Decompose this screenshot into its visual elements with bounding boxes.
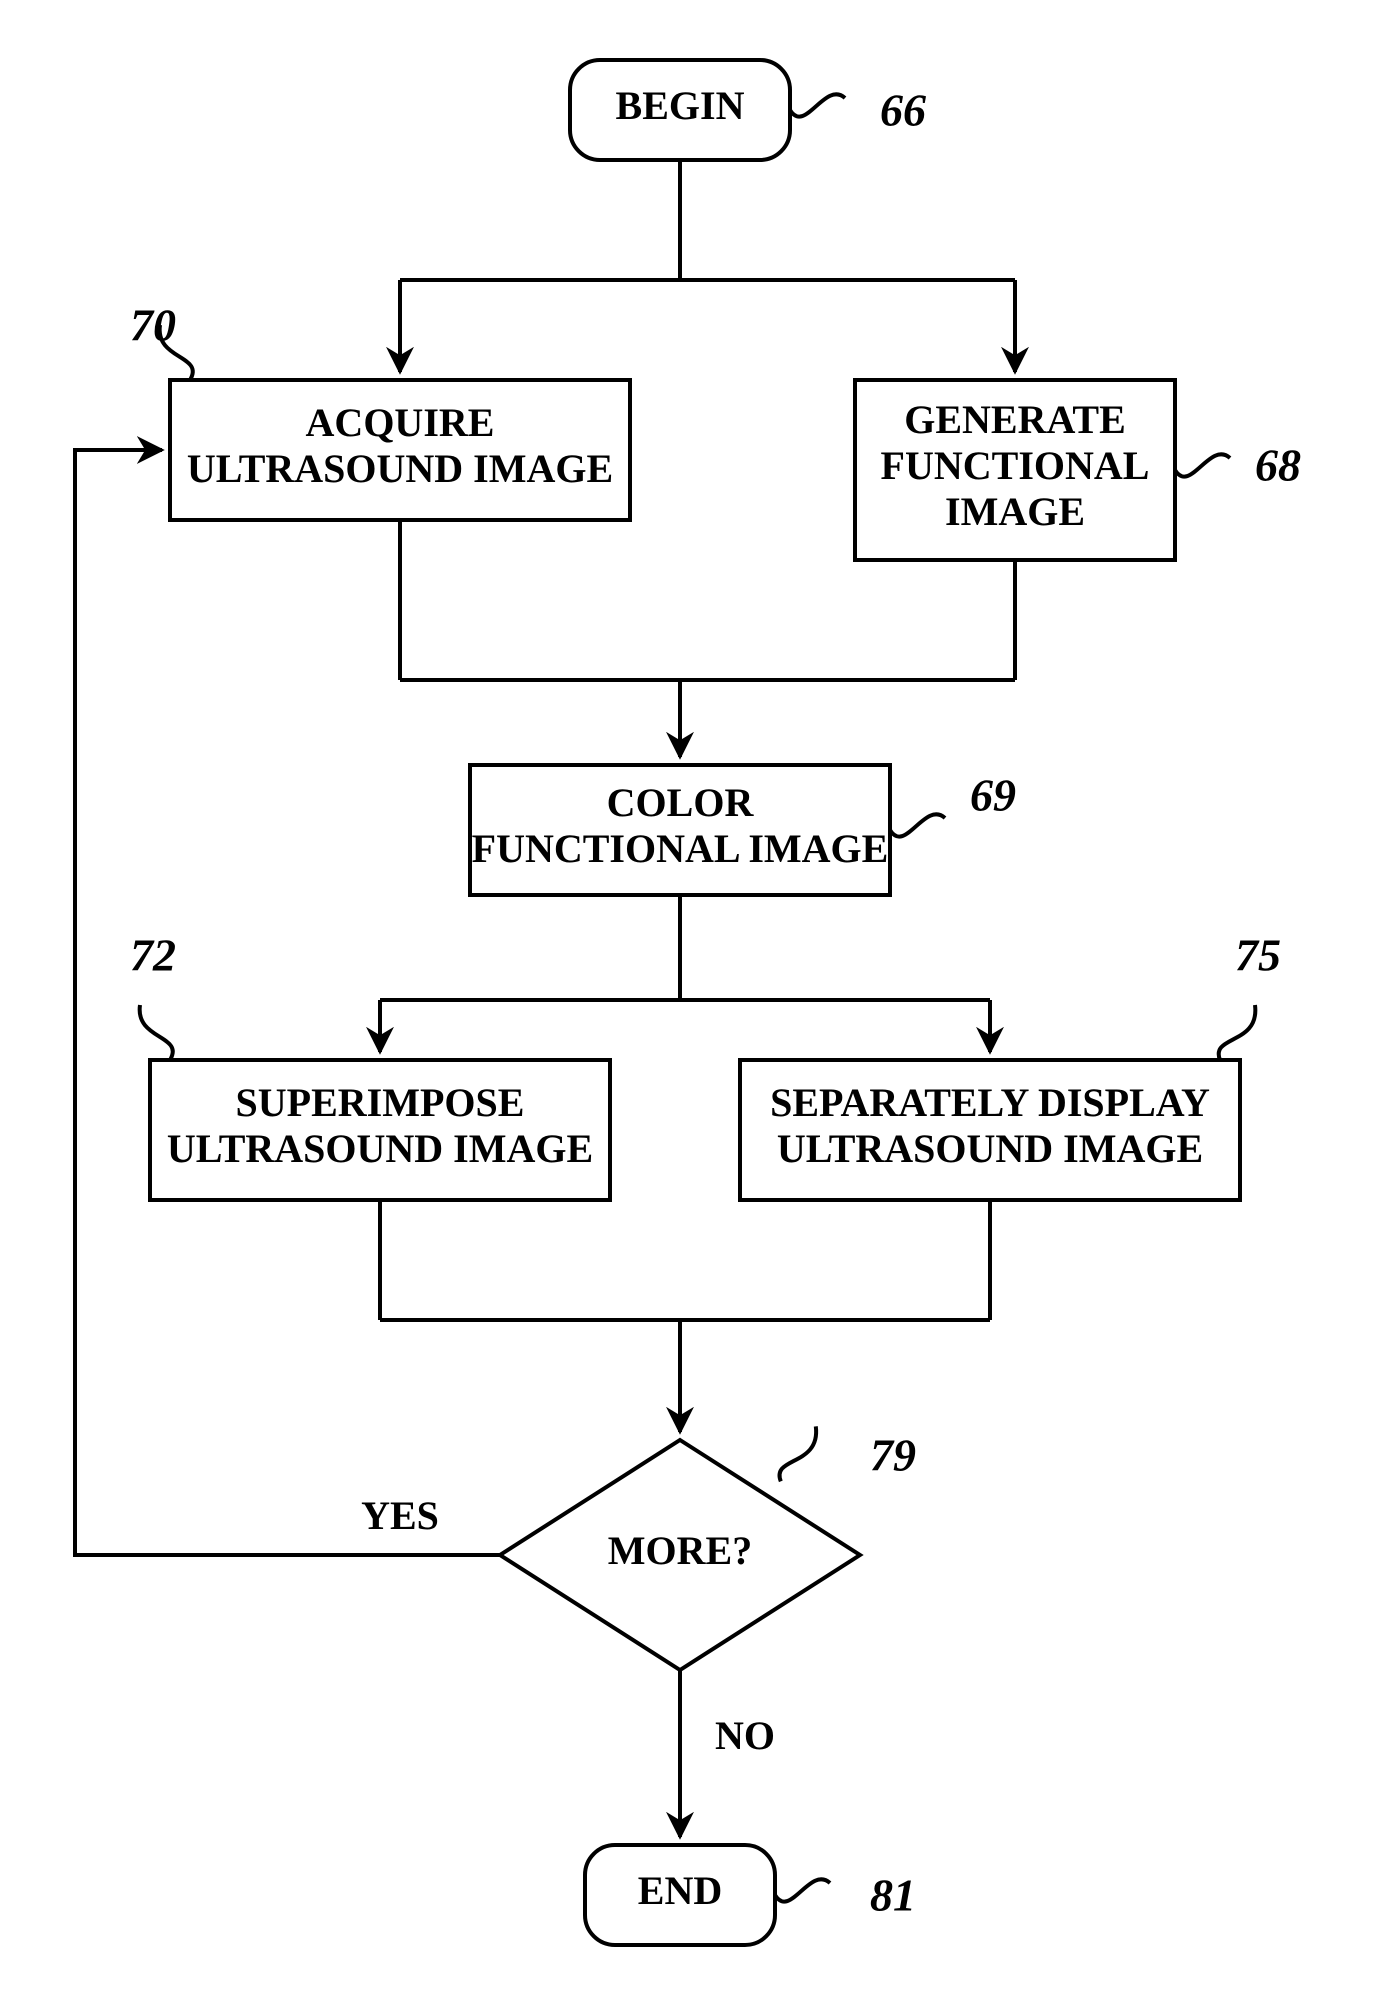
ref-72: 72 bbox=[130, 930, 176, 1060]
node-separate-line-0: SEPARATELY DISPLAY bbox=[770, 1080, 1210, 1125]
node-super-line-0: SUPERIMPOSE bbox=[236, 1080, 525, 1125]
node-color: COLORFUNCTIONAL IMAGE bbox=[470, 765, 890, 895]
ref-79-label: 79 bbox=[870, 1430, 916, 1481]
ref-72-label: 72 bbox=[130, 930, 176, 981]
ref-69: 69 bbox=[890, 770, 1016, 837]
node-end: END bbox=[585, 1845, 775, 1945]
edge-label-yes: YES bbox=[361, 1493, 439, 1538]
ref-81: 81 bbox=[775, 1870, 916, 1921]
node-generate-line-1: FUNCTIONAL bbox=[881, 443, 1150, 488]
node-generate: GENERATEFUNCTIONALIMAGE bbox=[855, 380, 1175, 560]
ref-75-label: 75 bbox=[1235, 930, 1281, 981]
ref-79: 79 bbox=[779, 1426, 916, 1481]
node-separate-line-1: ULTRASOUND IMAGE bbox=[777, 1126, 1203, 1171]
ref-68: 68 bbox=[1175, 440, 1301, 491]
ref-69-label: 69 bbox=[970, 770, 1016, 821]
ref-81-label: 81 bbox=[870, 1870, 916, 1921]
ref-68-label: 68 bbox=[1255, 440, 1301, 491]
node-generate-line-0: GENERATE bbox=[904, 397, 1126, 442]
node-acquire: ACQUIREULTRASOUND IMAGE bbox=[170, 380, 630, 520]
node-more-line-0: MORE? bbox=[608, 1528, 752, 1573]
node-acquire-line-1: ULTRASOUND IMAGE bbox=[187, 446, 613, 491]
node-color-line-0: COLOR bbox=[607, 780, 755, 825]
flowchart-diagram: BEGINACQUIREULTRASOUND IMAGEGENERATEFUNC… bbox=[0, 0, 1398, 2006]
node-begin: BEGIN bbox=[570, 60, 790, 160]
node-acquire-line-0: ACQUIRE bbox=[306, 400, 495, 445]
ref-66: 66 bbox=[790, 85, 926, 136]
edge-more-yes bbox=[75, 450, 500, 1555]
node-more: MORE? bbox=[500, 1440, 860, 1670]
node-begin-line-0: BEGIN bbox=[616, 83, 745, 128]
ref-66-label: 66 bbox=[880, 85, 926, 136]
node-super: SUPERIMPOSEULTRASOUND IMAGE bbox=[150, 1060, 610, 1200]
edge-label-no: NO bbox=[715, 1713, 775, 1758]
node-color-line-1: FUNCTIONAL IMAGE bbox=[472, 826, 889, 871]
ref-70: 70 bbox=[130, 300, 193, 380]
node-end-line-0: END bbox=[638, 1868, 722, 1913]
node-separate: SEPARATELY DISPLAYULTRASOUND IMAGE bbox=[740, 1060, 1240, 1200]
node-super-line-1: ULTRASOUND IMAGE bbox=[167, 1126, 593, 1171]
ref-70-label: 70 bbox=[130, 300, 176, 351]
ref-75: 75 bbox=[1219, 930, 1281, 1060]
node-generate-line-2: IMAGE bbox=[945, 489, 1085, 534]
